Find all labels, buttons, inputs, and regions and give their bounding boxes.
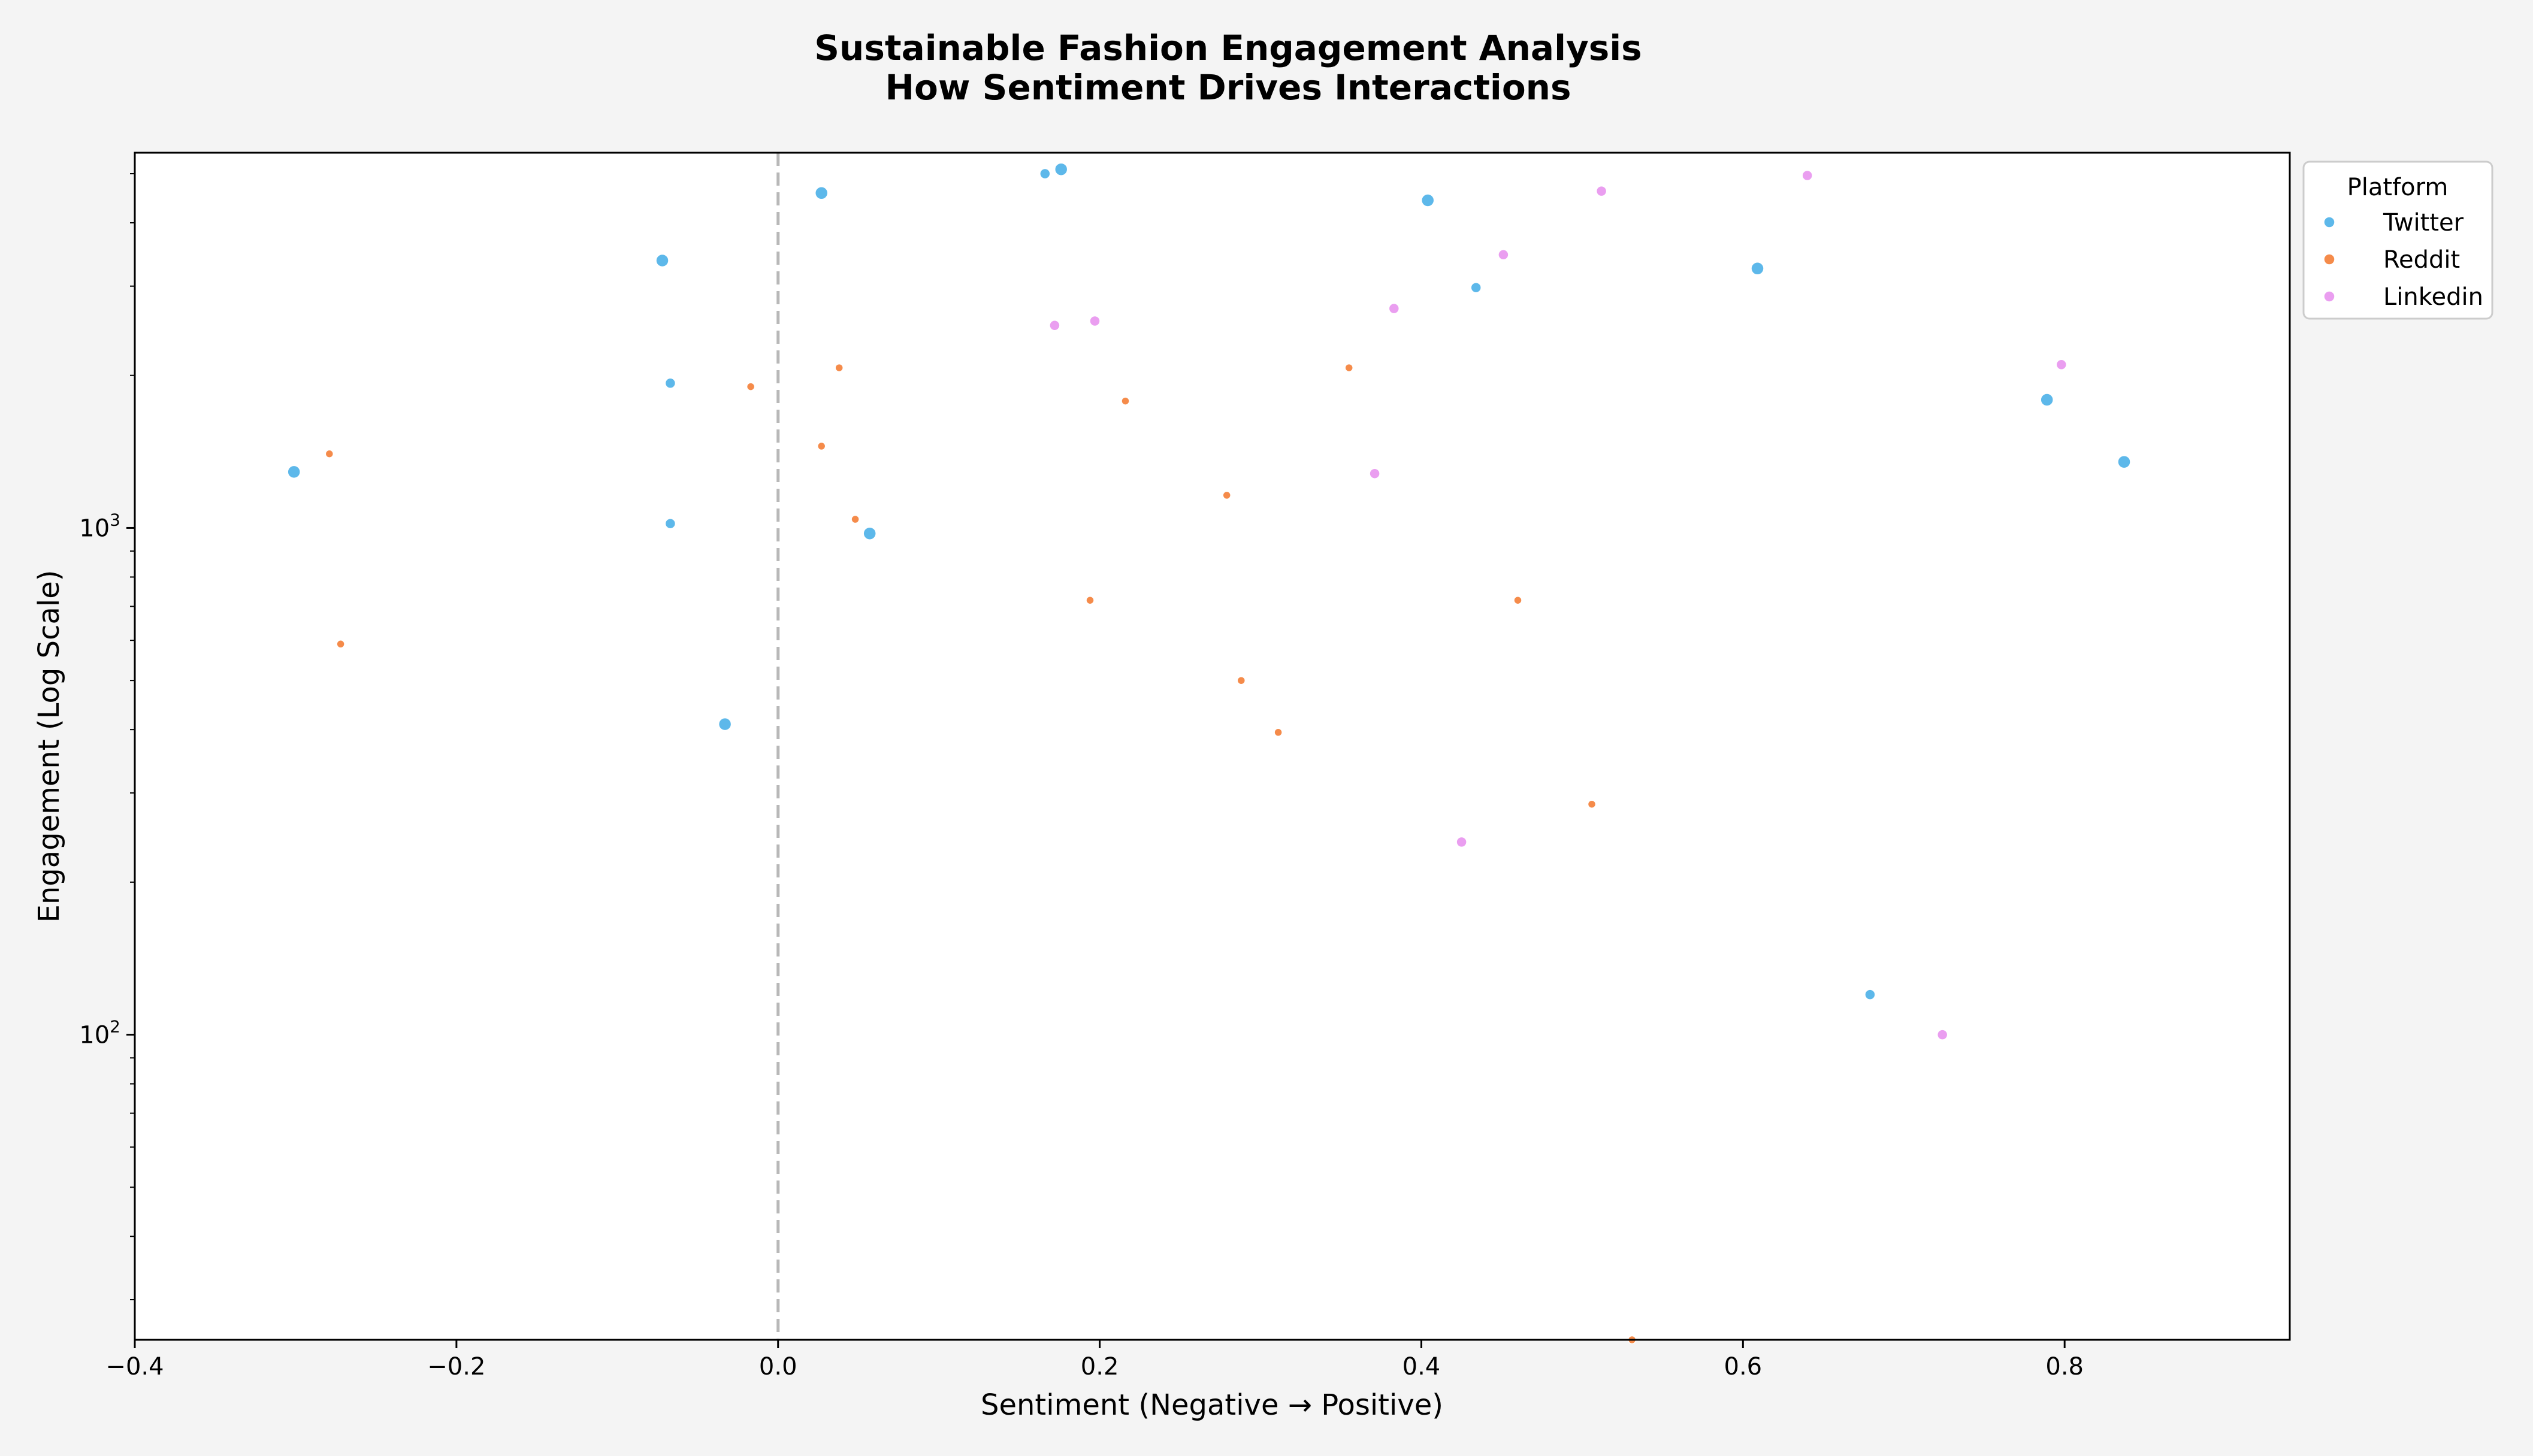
chart-title-line-1: Sustainable Fashion Engagement Analysis — [814, 28, 1642, 68]
legend-title: Platform — [2347, 174, 2449, 201]
series-reddit — [325, 363, 1637, 1345]
legend: Platform Twitter Reddit Linkedin — [2302, 161, 2493, 320]
y-axis-ticks: 102 103 — [79, 173, 135, 1301]
data-point-twitter[interactable] — [1039, 168, 1051, 180]
data-point-twitter[interactable] — [1864, 989, 1876, 1000]
x-tick-label: 0.0 — [759, 1353, 797, 1381]
legend-marker-reddit — [2323, 253, 2335, 265]
data-point-reddit[interactable] — [1222, 491, 1231, 500]
data-point-reddit[interactable] — [1237, 676, 1246, 685]
data-point-twitter[interactable] — [2040, 393, 2054, 407]
legend-marker-linkedin — [2323, 290, 2335, 302]
data-point-reddit[interactable] — [817, 441, 826, 451]
series-linkedin — [1049, 169, 2067, 1040]
x-tick-label: −0.2 — [427, 1353, 485, 1381]
data-point-reddit[interactable] — [746, 382, 755, 391]
legend-entries: Twitter Reddit Linkedin — [2323, 209, 2483, 311]
data-point-linkedin[interactable] — [2056, 359, 2067, 371]
x-tick-label: 0.2 — [1081, 1353, 1119, 1381]
data-point-reddit[interactable] — [1513, 595, 1522, 605]
x-tick-label: 0.8 — [2045, 1353, 2084, 1381]
data-point-reddit[interactable] — [835, 363, 844, 373]
data-point-reddit[interactable] — [1121, 396, 1130, 405]
y-tick-label: 102 — [79, 1017, 120, 1049]
data-point-twitter[interactable] — [2117, 455, 2131, 469]
data-point-twitter[interactable] — [1751, 262, 1764, 276]
x-tick-label: −0.4 — [105, 1353, 164, 1381]
data-point-twitter[interactable] — [655, 253, 669, 268]
data-point-linkedin[interactable] — [1801, 169, 1813, 181]
data-point-reddit[interactable] — [1086, 595, 1095, 605]
data-point-twitter[interactable] — [664, 377, 676, 389]
data-point-linkedin[interactable] — [1498, 249, 1509, 261]
x-tick-label: 0.4 — [1402, 1353, 1441, 1381]
y-tick-label: 103 — [79, 510, 120, 542]
x-tick-label: 0.6 — [1724, 1353, 1763, 1381]
data-point-linkedin[interactable] — [1049, 320, 1060, 331]
data-point-twitter[interactable] — [1420, 193, 1435, 207]
data-point-reddit[interactable] — [336, 640, 345, 649]
data-point-linkedin[interactable] — [1388, 302, 1400, 314]
data-point-linkedin[interactable] — [1089, 315, 1101, 327]
data-point-twitter[interactable] — [863, 526, 876, 540]
series-twitter — [287, 162, 2131, 1000]
data-point-twitter[interactable] — [664, 517, 676, 529]
data-point-linkedin[interactable] — [1456, 836, 1467, 848]
legend-marker-twitter — [2323, 216, 2335, 228]
chart-title-line-2: How Sentiment Drives Interactions — [885, 67, 1571, 108]
data-point-linkedin[interactable] — [1595, 185, 1607, 197]
data-point-twitter[interactable] — [1054, 162, 1068, 176]
legend-label-reddit: Reddit — [2383, 246, 2460, 274]
plot-frame — [134, 152, 2291, 1341]
y-axis-label: Engagement (Log Scale) — [32, 570, 66, 922]
x-axis-label: Sentiment (Negative → Positive) — [981, 1388, 1443, 1422]
data-point-linkedin[interactable] — [1369, 468, 1380, 479]
data-point-linkedin[interactable] — [1936, 1029, 1948, 1040]
legend-label-linkedin: Linkedin — [2383, 283, 2483, 311]
data-point-twitter[interactable] — [287, 465, 301, 479]
data-point-twitter[interactable] — [718, 717, 732, 731]
data-point-reddit[interactable] — [851, 514, 860, 524]
plot-area — [135, 153, 2290, 1340]
data-point-reddit[interactable] — [1274, 728, 1283, 737]
points-layer — [287, 162, 2131, 1345]
legend-box — [2302, 161, 2493, 320]
data-point-reddit[interactable] — [1344, 363, 1353, 373]
data-point-reddit[interactable] — [325, 449, 334, 459]
x-axis-ticks: −0.4 −0.2 0.0 0.2 0.4 0.6 0.8 — [105, 1340, 2084, 1381]
legend-label-twitter: Twitter — [2383, 209, 2464, 237]
data-point-twitter[interactable] — [1470, 281, 1482, 293]
data-point-reddit[interactable] — [1587, 800, 1597, 809]
data-point-twitter[interactable] — [814, 186, 829, 200]
